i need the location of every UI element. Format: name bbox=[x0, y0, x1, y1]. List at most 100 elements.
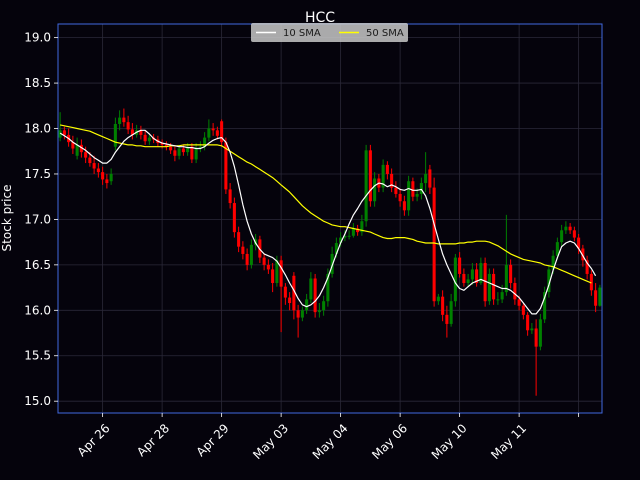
candle-body bbox=[305, 299, 309, 311]
candle-body bbox=[577, 237, 581, 249]
candle-body bbox=[186, 146, 190, 153]
candle-body bbox=[237, 232, 241, 247]
candle-body bbox=[398, 193, 402, 202]
candle-body bbox=[547, 269, 551, 293]
candle-body bbox=[509, 264, 513, 284]
candle-body bbox=[585, 260, 589, 274]
candle-body bbox=[441, 296, 445, 315]
candle-body bbox=[560, 230, 564, 243]
candle-body bbox=[449, 301, 453, 324]
candle-body bbox=[215, 130, 219, 136]
candle-body bbox=[164, 144, 168, 147]
candle-body bbox=[351, 228, 355, 236]
candle-body bbox=[62, 130, 66, 135]
candle-body bbox=[160, 143, 164, 145]
candle-body bbox=[402, 201, 406, 211]
candle-body bbox=[330, 253, 334, 274]
candle-body bbox=[534, 328, 538, 347]
candle-body bbox=[288, 297, 292, 304]
candle-body bbox=[190, 146, 194, 160]
candle-body bbox=[496, 299, 500, 301]
candle-body bbox=[181, 148, 185, 153]
candle-body bbox=[232, 203, 236, 233]
legend-label-10-sma: 10 SMA bbox=[283, 28, 321, 39]
candle-body bbox=[147, 137, 151, 142]
candle-body bbox=[368, 150, 372, 202]
candle-body bbox=[581, 248, 585, 261]
candle-body bbox=[84, 152, 88, 158]
candle-body bbox=[173, 150, 177, 156]
candle-body bbox=[228, 189, 232, 204]
candle-body bbox=[475, 269, 479, 284]
candle-body bbox=[424, 173, 428, 184]
candle-body bbox=[118, 117, 122, 124]
candle-body bbox=[130, 129, 134, 135]
candle-body bbox=[517, 299, 521, 306]
candle-body bbox=[101, 172, 105, 180]
candle-body bbox=[224, 142, 228, 190]
sma-50-line bbox=[59, 124, 592, 284]
candle-body bbox=[194, 148, 198, 160]
candle-body bbox=[177, 148, 181, 156]
candle-body bbox=[92, 163, 96, 169]
candle-body bbox=[568, 226, 572, 231]
candle-body bbox=[343, 235, 347, 238]
y-axis-label: Stock price bbox=[0, 185, 14, 252]
candle-body bbox=[364, 150, 368, 222]
candle-body bbox=[356, 228, 360, 233]
candle-body bbox=[279, 260, 283, 287]
sma-10-line bbox=[59, 129, 597, 315]
y-tick-label: 16.5 bbox=[24, 258, 51, 272]
y-tick-label: 16.0 bbox=[24, 303, 51, 317]
y-tick-label: 19.0 bbox=[24, 31, 51, 45]
candle-body bbox=[521, 305, 525, 315]
candle-body bbox=[169, 146, 173, 151]
candle-body bbox=[211, 128, 215, 131]
y-axis: 15.0 15.5 16.0 16.5 17.0 17.5 18.0 18.5 19.0 bbox=[24, 31, 58, 408]
y-tick-label: 15.5 bbox=[24, 349, 51, 363]
candle-body bbox=[249, 244, 253, 265]
candle-body bbox=[436, 296, 440, 302]
candle-body bbox=[381, 164, 385, 188]
candle-body bbox=[543, 292, 547, 320]
candle-body bbox=[275, 260, 279, 284]
candle-body bbox=[432, 187, 436, 302]
candle-body bbox=[334, 243, 338, 254]
candle-body bbox=[88, 157, 92, 164]
candle-body bbox=[71, 142, 75, 149]
candle-body bbox=[292, 275, 296, 311]
candle-body bbox=[309, 278, 313, 300]
candle-body bbox=[500, 292, 504, 300]
candle-body bbox=[458, 257, 462, 274]
grid-layer bbox=[58, 24, 602, 413]
candle-body bbox=[207, 128, 211, 138]
y-tick-label: 17.0 bbox=[24, 212, 51, 226]
candle-body bbox=[75, 144, 79, 156]
candle-body bbox=[339, 237, 343, 244]
candle-body bbox=[428, 169, 432, 188]
candle-body bbox=[313, 278, 317, 313]
candle-body bbox=[504, 264, 508, 293]
candle-body bbox=[415, 193, 419, 197]
candle-body bbox=[139, 130, 143, 135]
candle-body bbox=[598, 287, 602, 306]
candle-body bbox=[105, 179, 109, 184]
candle-body bbox=[317, 310, 321, 313]
candle-body bbox=[394, 187, 398, 194]
y-tick-label: 15.0 bbox=[24, 394, 51, 408]
candle-body bbox=[322, 301, 326, 311]
candle-body bbox=[530, 328, 534, 331]
candle-body bbox=[390, 173, 394, 188]
candle-body bbox=[113, 123, 117, 147]
candle-body bbox=[122, 117, 126, 123]
candle-body bbox=[360, 221, 364, 233]
candle-body bbox=[220, 121, 224, 143]
candle-body bbox=[453, 257, 457, 302]
candle-body bbox=[271, 269, 275, 284]
candle-body bbox=[203, 137, 207, 147]
candle-body bbox=[407, 181, 411, 211]
candle-body bbox=[296, 310, 300, 318]
